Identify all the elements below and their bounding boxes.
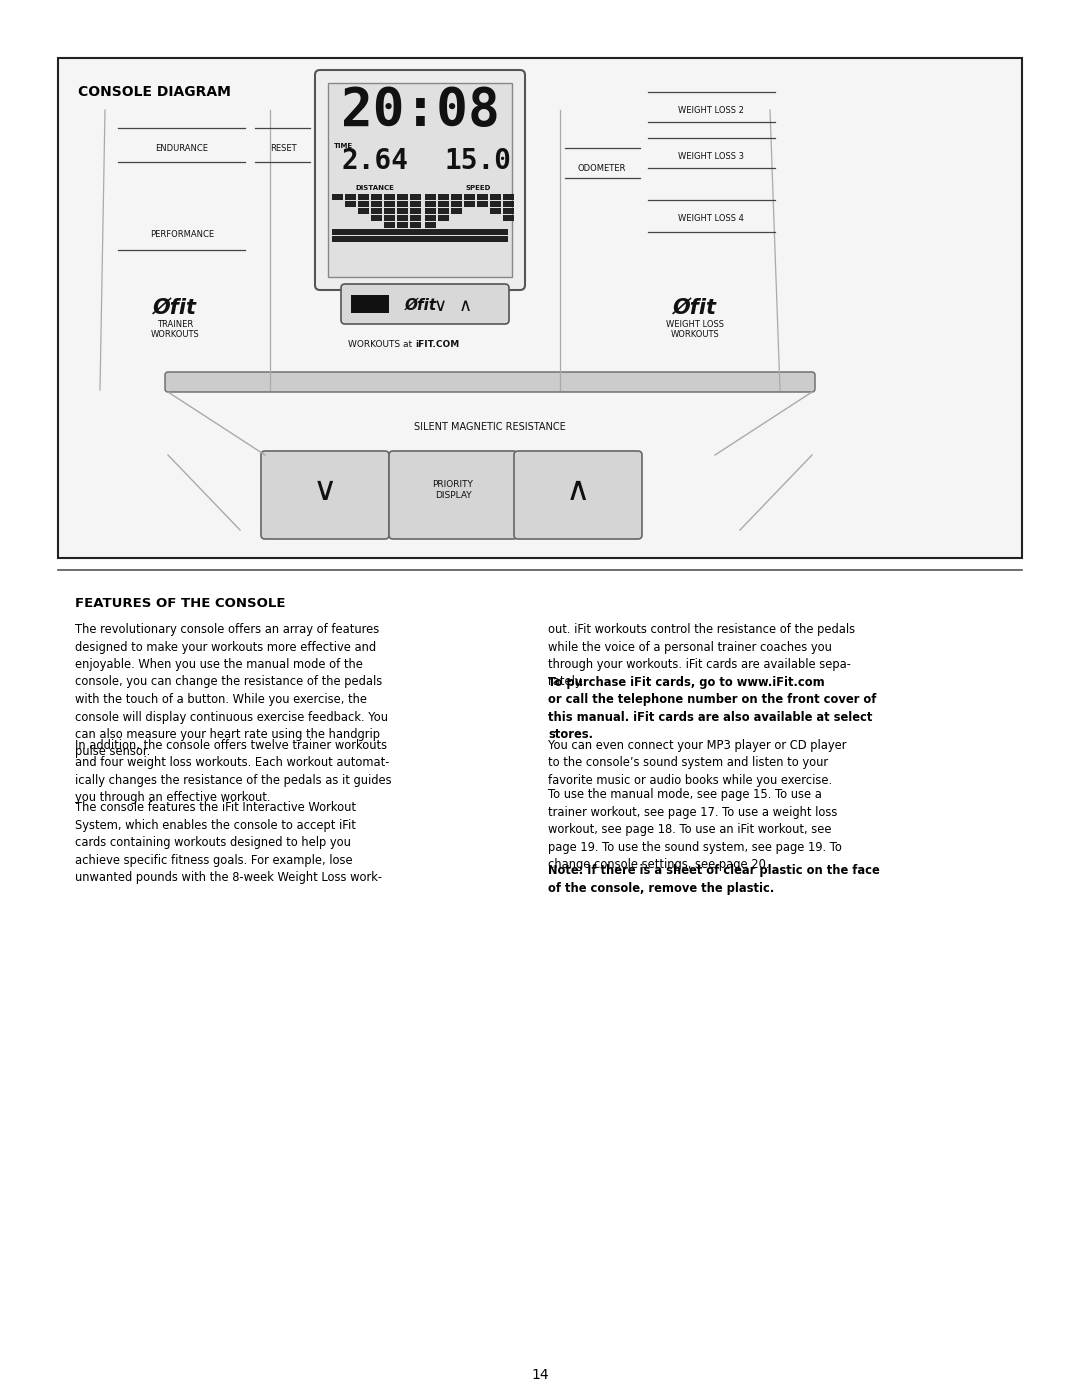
Bar (397, 222, 408, 228)
Bar (410, 215, 421, 221)
Bar (490, 194, 501, 200)
FancyBboxPatch shape (165, 372, 815, 393)
Bar (345, 201, 356, 207)
Text: DISTANCE: DISTANCE (355, 184, 394, 191)
Bar (451, 194, 462, 200)
Bar (426, 215, 436, 221)
Bar (357, 208, 369, 214)
Text: TIME: TIME (334, 142, 353, 149)
Bar (332, 229, 508, 235)
Text: ODOMETER: ODOMETER (578, 163, 626, 173)
Text: The console features the iFit Interactive Workout
System, which enables the cons: The console features the iFit Interactiv… (75, 802, 382, 884)
Bar (332, 194, 343, 200)
Text: WEIGHT LOSS 4: WEIGHT LOSS 4 (678, 214, 744, 224)
Text: The revolutionary console offers an array of features
designed to make your work: The revolutionary console offers an arra… (75, 623, 388, 759)
Bar (464, 201, 475, 207)
Bar (345, 194, 356, 200)
FancyBboxPatch shape (341, 284, 509, 324)
Text: PRIORITY
DISPLAY: PRIORITY DISPLAY (433, 481, 473, 500)
Text: PERFORMANCE: PERFORMANCE (150, 231, 214, 239)
Text: iFIT.COM: iFIT.COM (415, 339, 459, 349)
Text: SPEED: SPEED (465, 184, 490, 191)
Text: out. iFit workouts control the resistance of the pedals
while the voice of a per: out. iFit workouts control the resistanc… (548, 623, 855, 689)
Bar (410, 201, 421, 207)
Bar (426, 222, 436, 228)
Text: You can even connect your MP3 player or CD player
to the console’s sound system : You can even connect your MP3 player or … (548, 739, 847, 787)
Bar (397, 215, 408, 221)
Bar (384, 215, 395, 221)
Bar (397, 208, 408, 214)
Bar (426, 194, 436, 200)
Text: SILENT MAGNETIC RESISTANCE: SILENT MAGNETIC RESISTANCE (414, 422, 566, 432)
Bar (477, 201, 488, 207)
Text: In addition, the console offers twelve trainer workouts
and four weight loss wor: In addition, the console offers twelve t… (75, 739, 392, 805)
Text: FEATURES OF THE CONSOLE: FEATURES OF THE CONSOLE (75, 597, 285, 610)
Bar (438, 215, 449, 221)
Text: 20:08: 20:08 (340, 85, 499, 137)
Bar (384, 208, 395, 214)
Bar (438, 194, 449, 200)
Bar (503, 194, 514, 200)
Bar (384, 201, 395, 207)
Bar (490, 201, 501, 207)
Bar (451, 208, 462, 214)
Bar (426, 208, 436, 214)
FancyBboxPatch shape (58, 59, 1022, 557)
FancyBboxPatch shape (315, 70, 525, 291)
Bar (451, 201, 462, 207)
Bar (477, 194, 488, 200)
Bar (438, 201, 449, 207)
Text: TRAINER
WORKOUTS: TRAINER WORKOUTS (150, 320, 200, 339)
Text: WEIGHT LOSS 2: WEIGHT LOSS 2 (678, 106, 744, 115)
Bar (490, 208, 501, 214)
Text: Øfit: Øfit (405, 298, 437, 313)
Bar (357, 201, 369, 207)
Text: WEIGHT LOSS 3: WEIGHT LOSS 3 (678, 152, 744, 161)
Text: To purchase iFit cards, go to www.iFit.com
or call the telephone number on the f: To purchase iFit cards, go to www.iFit.c… (548, 676, 876, 742)
Text: CONSOLE DIAGRAM: CONSOLE DIAGRAM (78, 85, 231, 99)
Text: Øfit: Øfit (153, 298, 197, 319)
Bar (332, 236, 508, 242)
Bar (464, 194, 475, 200)
FancyBboxPatch shape (389, 451, 517, 539)
Bar (410, 194, 421, 200)
Bar (372, 201, 382, 207)
Text: Øfit: Øfit (673, 298, 717, 319)
FancyBboxPatch shape (514, 451, 642, 539)
Bar (372, 208, 382, 214)
Text: To use the manual mode, see page 15. To use a
trainer workout, see page 17. To u: To use the manual mode, see page 15. To … (548, 788, 842, 872)
Text: ∧: ∧ (458, 298, 472, 314)
Text: 15.0: 15.0 (445, 147, 512, 175)
Text: 2.64: 2.64 (341, 147, 408, 175)
Text: ENDURANCE: ENDURANCE (156, 144, 208, 154)
Bar (372, 194, 382, 200)
Text: ∧: ∧ (566, 474, 590, 507)
Bar (503, 215, 514, 221)
Bar (503, 208, 514, 214)
FancyBboxPatch shape (328, 82, 512, 277)
Bar (372, 215, 382, 221)
Text: WEIGHT LOSS
WORKOUTS: WEIGHT LOSS WORKOUTS (666, 320, 724, 339)
Text: RESET: RESET (270, 144, 296, 154)
Text: 14: 14 (531, 1368, 549, 1382)
Bar (357, 194, 369, 200)
Bar (438, 208, 449, 214)
Bar (384, 194, 395, 200)
Bar (384, 222, 395, 228)
Bar (410, 208, 421, 214)
Bar (397, 201, 408, 207)
Bar (426, 201, 436, 207)
Text: ∨: ∨ (433, 298, 446, 314)
Bar (397, 194, 408, 200)
FancyBboxPatch shape (261, 451, 389, 539)
Text: Note: If there is a sheet of clear plastic on the face
of the console, remove th: Note: If there is a sheet of clear plast… (548, 865, 880, 894)
Bar (351, 295, 389, 313)
Text: ∨: ∨ (313, 474, 337, 507)
Bar (410, 222, 421, 228)
Bar (503, 201, 514, 207)
Text: WORKOUTS at: WORKOUTS at (348, 339, 415, 349)
